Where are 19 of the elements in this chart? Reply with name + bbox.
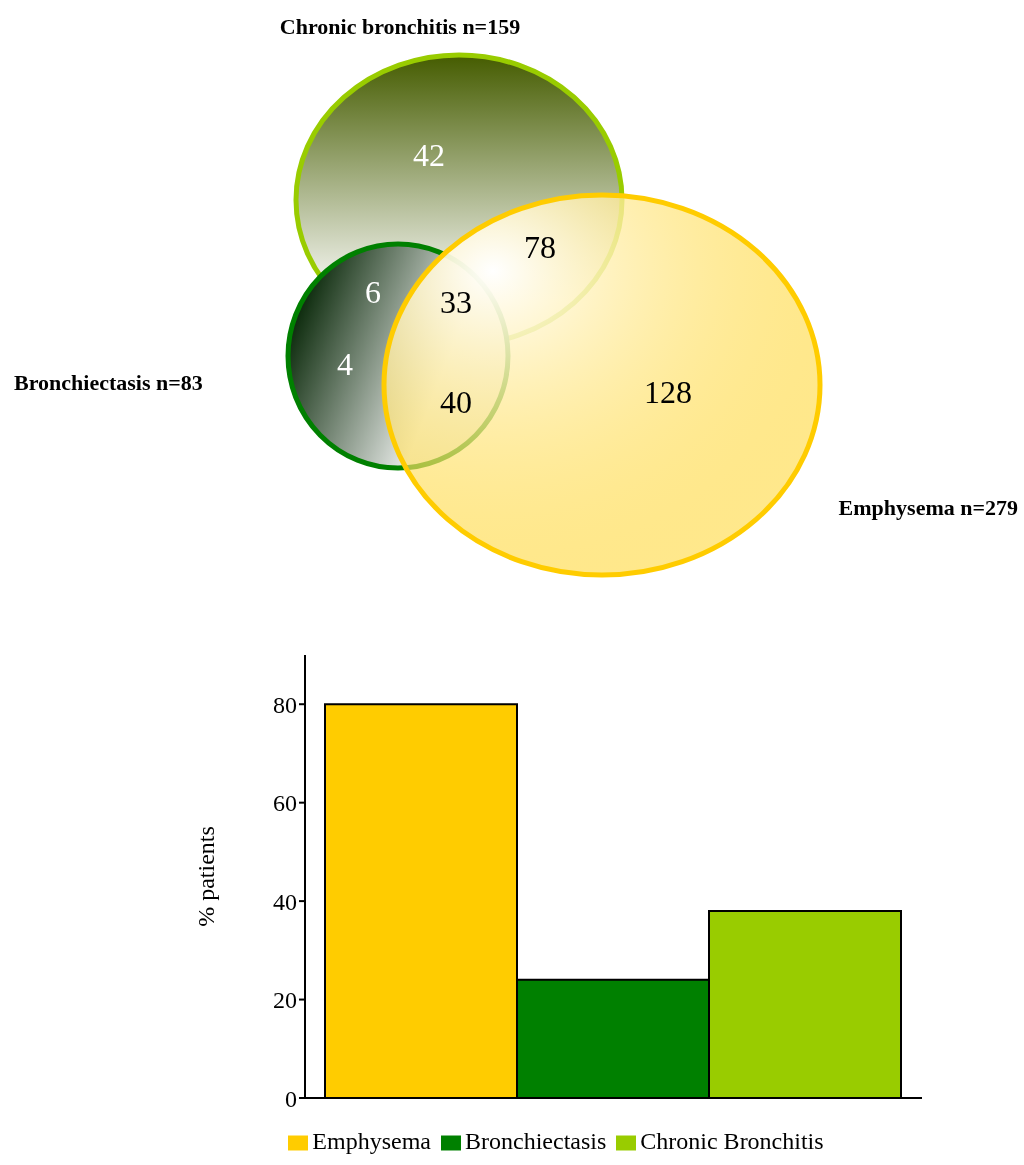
legend-label: Bronchiectasis xyxy=(465,1128,607,1154)
text: 6 xyxy=(365,274,381,310)
text: Emphysema n=279 xyxy=(838,495,1018,520)
text: Chronic bronchitis n=159 xyxy=(279,14,521,39)
y-axis-title: % patients xyxy=(192,826,219,927)
text: Bronchiectasis n=83 xyxy=(14,370,203,395)
y-tick-label: 20 xyxy=(273,987,297,1014)
text: 33 xyxy=(440,284,472,320)
y-tick-label: 40 xyxy=(273,888,297,915)
legend-label: Emphysema xyxy=(312,1128,431,1154)
text: 128 xyxy=(644,374,692,410)
y-tick-label: 60 xyxy=(273,790,297,817)
y-tick-label: 0 xyxy=(285,1085,297,1112)
legend-label: Chronic Bronchitis xyxy=(640,1128,824,1154)
text: 4 xyxy=(337,346,353,382)
y-tick-label: 80 xyxy=(273,691,297,718)
text: 78 xyxy=(524,229,556,265)
text: 42 xyxy=(413,137,445,173)
text: 40 xyxy=(440,384,472,420)
